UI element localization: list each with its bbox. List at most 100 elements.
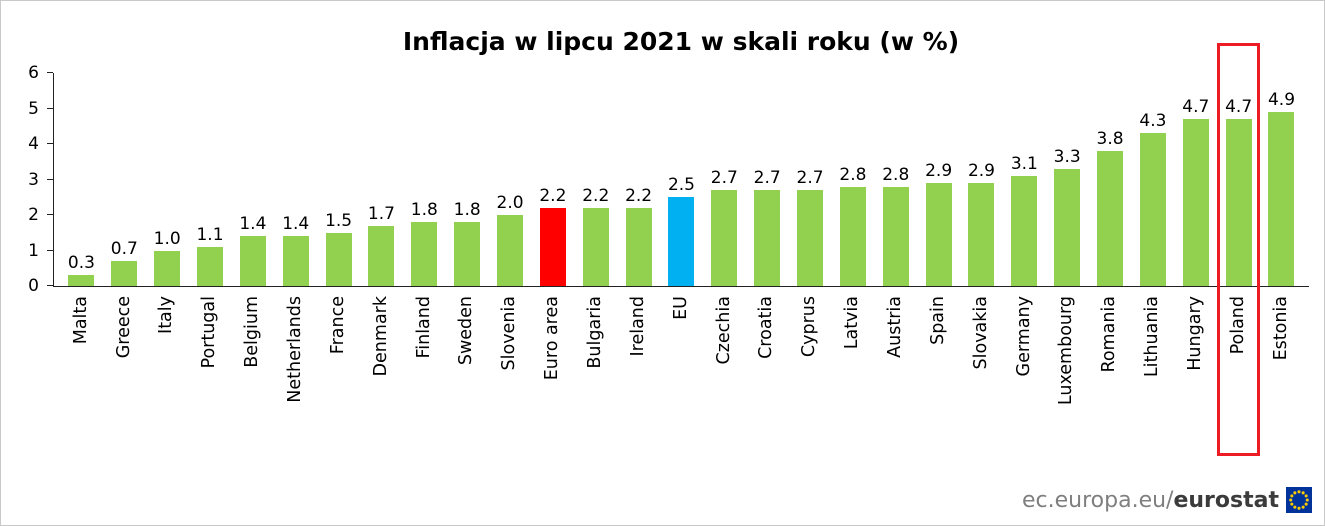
bar-column: 1.8 Finland	[403, 73, 446, 461]
bar-zone: 1.4	[274, 73, 317, 286]
bar	[711, 190, 738, 286]
bar-zone: 2.5	[660, 73, 703, 286]
x-axis-label: Euro area	[542, 296, 563, 381]
x-label-wrap: Spain	[917, 286, 960, 461]
y-tick-mark	[47, 285, 53, 286]
bar-zone: 2.7	[746, 73, 789, 286]
bar-column: 2.9 Slovakia	[960, 73, 1003, 461]
bar-zone: 1.1	[189, 73, 232, 286]
bar	[497, 215, 524, 286]
bar-column: 3.3 Luxembourg	[1046, 73, 1089, 461]
bar	[754, 190, 781, 286]
bar-value-label: 3.1	[1010, 153, 1038, 174]
bar	[454, 222, 481, 286]
bar-column: 4.9 Estonia	[1260, 73, 1303, 461]
x-axis-label: Italy	[156, 296, 177, 334]
bar-value-label: 4.9	[1267, 90, 1296, 111]
bar-zone: 1.5	[317, 73, 360, 286]
bar-zone: 4.7	[1174, 73, 1217, 286]
bar-column: 2.0 Slovenia	[489, 73, 532, 461]
x-axis-label: Spain	[927, 296, 948, 345]
bar	[925, 183, 952, 286]
source-text-prefix: ec.europa.eu/	[1022, 487, 1174, 513]
bar-zone: 2.0	[489, 73, 532, 286]
x-axis-label: Romania	[1099, 296, 1120, 373]
bar-value-label: 2.8	[882, 164, 910, 185]
y-tick-label: 5	[28, 98, 39, 119]
bar	[197, 246, 223, 286]
bar-value-label: 2.7	[796, 168, 824, 189]
bar	[668, 197, 695, 286]
bar-column: 1.8 Sweden	[446, 73, 489, 461]
x-label-wrap: Belgium	[231, 286, 274, 461]
bar	[797, 190, 824, 286]
bar-value-label: 1.5	[325, 210, 353, 231]
bar-column: 2.8 Austria	[874, 73, 917, 461]
bar-column: 4.7 Hungary	[1174, 73, 1217, 461]
bar	[1054, 168, 1081, 286]
bar-column: 1.0 Italy	[146, 73, 189, 461]
bar-column: 0.3 Malta	[60, 73, 103, 461]
bar-column: 2.2 Euro area	[531, 73, 574, 461]
x-axis-label: Bulgaria	[584, 296, 605, 369]
source-text-brand: eurostat	[1173, 487, 1279, 513]
bar-column: 4.3 Lithuania	[1131, 73, 1174, 461]
x-label-wrap: Denmark	[360, 286, 403, 461]
y-tick-label: 2	[28, 205, 39, 225]
x-axis-label: Lithuania	[1142, 296, 1163, 378]
x-axis-label: Latvia	[842, 296, 863, 350]
bar	[839, 186, 866, 286]
bar-value-label: 3.8	[1096, 129, 1124, 150]
bar	[968, 183, 995, 286]
bar	[1139, 133, 1166, 286]
bar-value-label: 2.9	[967, 161, 995, 182]
y-tick-label: 3	[28, 169, 39, 190]
bar	[411, 222, 438, 286]
bar-value-label: 2.2	[582, 185, 610, 206]
bar	[1268, 112, 1295, 286]
bar-value-label: 4.7	[1225, 97, 1253, 118]
x-label-wrap: Czechia	[703, 286, 746, 461]
bar-zone: 2.2	[574, 73, 617, 286]
bar-zone: 2.7	[703, 73, 746, 286]
bar-value-label: 0.7	[110, 239, 138, 260]
x-axis-label: Estonia	[1270, 296, 1291, 361]
bar-column: 1.5 France	[317, 73, 360, 461]
bar-zone: 1.8	[403, 73, 446, 286]
bar	[1182, 119, 1209, 286]
x-label-wrap: Romania	[1089, 286, 1132, 461]
bar-zone: 4.7	[1217, 73, 1260, 286]
bar-column: 4.7 Poland	[1217, 43, 1261, 461]
x-label-wrap: Ireland	[617, 286, 660, 461]
bar-zone: 2.2	[617, 73, 660, 286]
bar-value-label: 1.4	[282, 214, 310, 235]
bar-zone: 2.8	[831, 73, 874, 286]
bar-value-label: 2.0	[496, 193, 524, 213]
bar	[582, 207, 609, 286]
bar	[1097, 151, 1124, 286]
y-tick-label: 0	[28, 276, 39, 296]
bar-zone: 4.9	[1260, 73, 1303, 286]
x-label-wrap: Hungary	[1174, 286, 1217, 461]
plot-area: 0.3 Malta 0.7 Greece 1.0 Italy 1.1 Portugal 1.4 B…	[53, 43, 1309, 456]
x-axis-label: Cyprus	[799, 296, 820, 358]
bar-zone: 2.7	[789, 73, 832, 286]
x-label-wrap: Slovenia	[489, 286, 532, 461]
x-axis-label: Netherlands	[284, 296, 305, 403]
bar-zone: 1.7	[360, 73, 403, 286]
x-label-wrap: Lithuania	[1131, 286, 1174, 461]
x-axis-label: Belgium	[242, 296, 263, 368]
x-label-wrap: Luxembourg	[1046, 286, 1089, 461]
x-label-wrap: Bulgaria	[574, 286, 617, 461]
x-axis-label: Austria	[885, 296, 905, 358]
bar-value-label: 4.7	[1182, 97, 1210, 118]
bar-value-label: 2.2	[539, 185, 567, 206]
bar-column: 2.2 Bulgaria	[574, 73, 617, 461]
x-label-wrap: Latvia	[831, 286, 874, 461]
x-label-wrap: Malta	[60, 286, 103, 461]
x-label-wrap: Euro area	[531, 286, 574, 461]
y-tick-label: 6	[28, 63, 39, 83]
y-tick-mark	[47, 143, 53, 144]
x-axis-label: Luxembourg	[1056, 296, 1077, 406]
